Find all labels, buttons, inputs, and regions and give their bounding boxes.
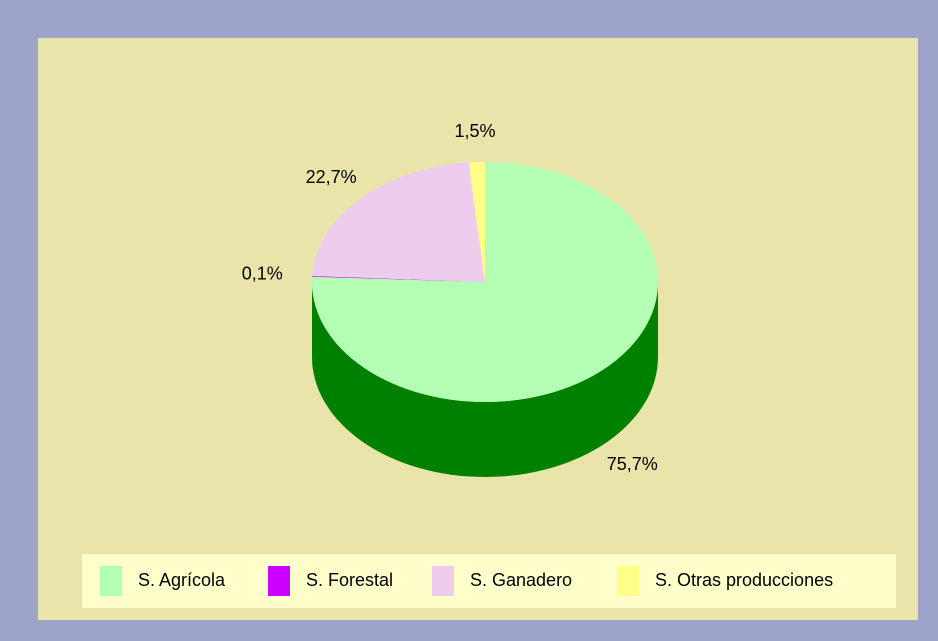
legend-label: S. Ganadero (470, 570, 572, 590)
data-label: 22,7% (306, 167, 357, 187)
pie-slice (312, 162, 485, 282)
data-label: 75,7% (607, 454, 658, 474)
data-label: 0,1% (242, 264, 283, 284)
legend-label: S. Otras producciones (655, 570, 833, 590)
legend-swatch (268, 566, 290, 596)
legend-swatch (432, 566, 454, 596)
legend-swatch (617, 566, 639, 596)
pie-slice (312, 275, 485, 282)
pie-side (312, 282, 658, 477)
legend (82, 554, 896, 608)
legend-swatch (100, 566, 122, 596)
legend-label: S. Forestal (306, 570, 393, 590)
pie-slice (312, 162, 659, 402)
pie-slice (468, 162, 485, 282)
data-label: 1,5% (454, 121, 495, 141)
legend-label: S. Agrícola (138, 570, 226, 590)
